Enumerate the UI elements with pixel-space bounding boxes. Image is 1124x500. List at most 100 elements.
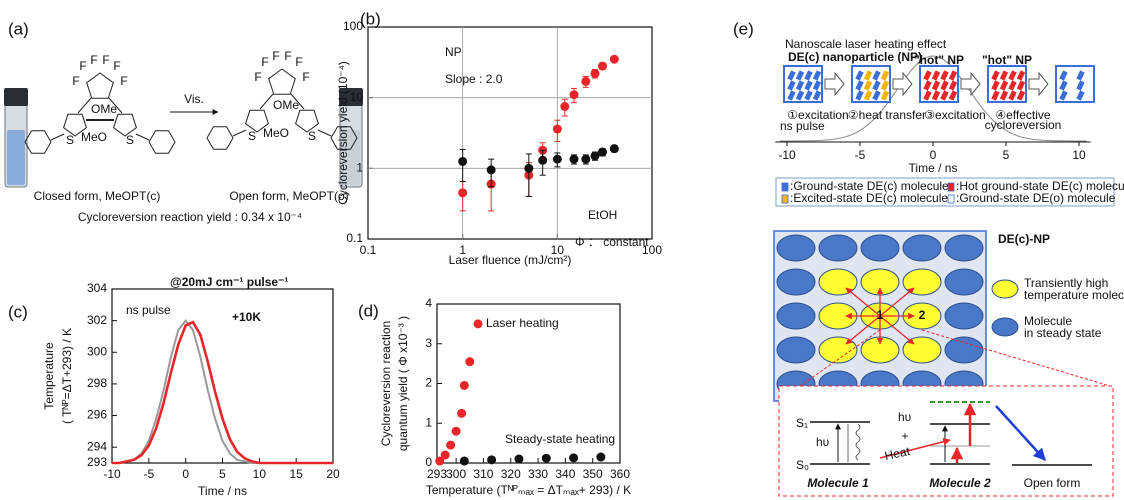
atom-label: S	[66, 133, 74, 147]
photon-label: hυ	[816, 435, 829, 449]
time-tick-label: -10	[778, 148, 796, 162]
y-axis-title: quantum yield ( Φ x10⁻³ )	[396, 316, 410, 451]
vial-cap	[4, 88, 28, 106]
point	[524, 164, 533, 173]
time-tick-label: 10	[1072, 148, 1086, 162]
atom-label: S	[248, 129, 256, 143]
atom-label: MeO	[81, 130, 107, 144]
y-tick-label: 300	[87, 344, 107, 358]
time-label: Time / ns	[909, 161, 958, 175]
point	[553, 155, 562, 164]
point	[465, 357, 474, 366]
series-label: Laser heating	[486, 316, 559, 330]
point	[441, 451, 450, 460]
ring	[207, 127, 233, 150]
atom-label: F	[295, 55, 302, 69]
compound-label: Closed form, MeOPT(c)	[34, 189, 161, 203]
atom-label: S	[126, 133, 134, 147]
molecule-label: Molecule 1	[807, 476, 869, 490]
y-tick-label: 1	[356, 161, 363, 175]
y-tick-label: 100	[343, 19, 363, 33]
x-tick-label: 350	[583, 467, 603, 481]
atom-label: F	[120, 74, 127, 88]
y-tick-label: 10	[350, 90, 364, 104]
atom-label: F	[90, 53, 97, 67]
point	[570, 90, 579, 99]
point	[553, 125, 562, 134]
y-tick-label: 4	[425, 296, 432, 310]
np-molecule	[945, 303, 983, 329]
step-label: ②heat transfer	[848, 108, 926, 122]
annotation: @20mJ cm⁻¹ pulse⁻¹	[170, 275, 288, 289]
point	[452, 427, 461, 436]
legend-icon	[782, 183, 788, 191]
x-tick-label: 5	[219, 467, 226, 481]
x-tick-label: 10	[253, 467, 267, 481]
x-tick-label: 310	[473, 467, 493, 481]
legend-icon	[948, 195, 954, 203]
legend-molecule	[992, 318, 1018, 336]
atom-label: F	[79, 59, 86, 73]
x-tick-label: 330	[528, 467, 548, 481]
atom-label: F	[102, 53, 109, 67]
point	[560, 102, 569, 111]
bond	[51, 134, 64, 140]
np-label: DE(c) nanoparticle (NP)	[788, 50, 922, 64]
point	[446, 441, 455, 450]
point	[598, 62, 607, 71]
step-label: ③excitation	[924, 108, 985, 122]
series-label: EtOH	[588, 208, 617, 222]
np-molecule	[903, 235, 941, 261]
np-molecule	[819, 269, 857, 295]
bond	[136, 134, 149, 140]
atom-label: F	[272, 49, 279, 63]
point	[487, 165, 496, 174]
legend-text: :Ground-state DE(o) molecule	[956, 191, 1116, 205]
state-label: S₁	[796, 416, 808, 430]
series-label: ns pulse	[126, 303, 171, 317]
bond	[318, 130, 331, 136]
pulse-label: ns pulse	[780, 119, 825, 133]
point	[460, 381, 469, 390]
atom-label: S	[308, 129, 316, 143]
point	[460, 457, 469, 466]
y-tick-label: 296	[87, 408, 107, 422]
atom-label: OMe	[273, 98, 299, 112]
np-molecule	[945, 235, 983, 261]
y-tick-label: 294	[87, 439, 107, 453]
atom-label: F	[72, 74, 79, 88]
x-tick-label: 300	[446, 467, 466, 481]
y-tick-label: 3	[425, 336, 432, 350]
ring	[269, 69, 296, 94]
product-label: Open form	[1024, 476, 1081, 490]
hot-label: "hot" NP	[914, 53, 964, 67]
step-arrow	[961, 73, 980, 95]
state-label: S₀	[796, 458, 809, 472]
x-tick-label: 15	[289, 467, 303, 481]
panel-label: (e)	[733, 19, 754, 38]
atom-label: OMe	[91, 102, 117, 116]
x-tick-label: 0	[182, 467, 189, 481]
x-axis-title: Laser fluence (mJ/cm²)	[449, 253, 572, 267]
point	[569, 453, 578, 462]
np-legend-text: in steady state	[1024, 326, 1102, 340]
np-box-label: DE(c)-NP	[998, 232, 1050, 246]
y-axis-title: ( Tᴺᴾ=ΔT+293) / K	[60, 328, 74, 424]
x-tick-label: -10	[103, 467, 121, 481]
atom-label: F	[302, 70, 309, 84]
point	[581, 77, 590, 86]
x-tick-label: 0.1	[360, 243, 377, 257]
point	[514, 455, 523, 464]
point	[538, 156, 547, 165]
point	[610, 144, 619, 153]
point	[596, 453, 605, 462]
atom-label: MeO	[263, 126, 289, 140]
point	[598, 148, 607, 157]
np-molecule	[777, 235, 815, 261]
yield-label: Cycloreversion reaction yield : 0.34 x 1…	[78, 210, 302, 224]
np-molecule	[777, 303, 815, 329]
y-tick-label: 298	[87, 376, 107, 390]
np-molecule	[903, 337, 941, 363]
y-tick-label: 304	[87, 281, 107, 295]
molecule-label: Molecule 2	[929, 476, 991, 490]
